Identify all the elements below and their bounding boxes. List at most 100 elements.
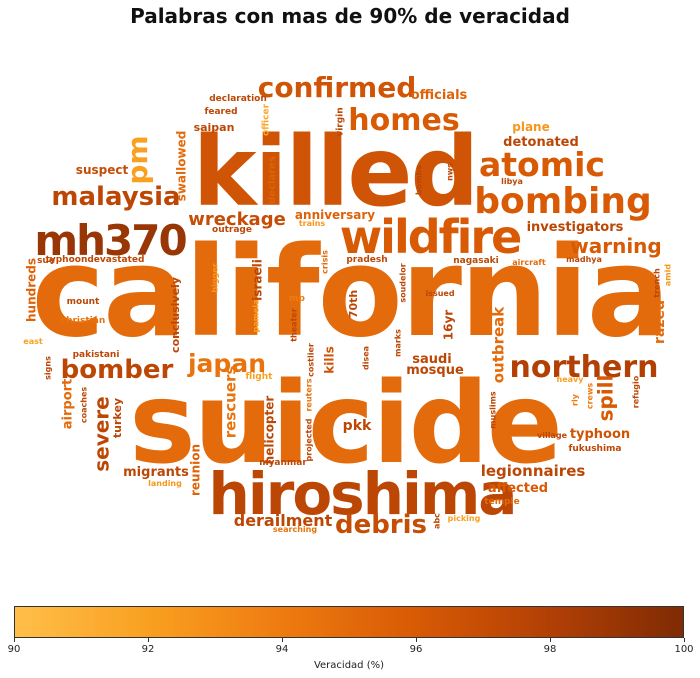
colorbar-tick-label: 92 xyxy=(141,644,155,655)
word-saudi: saudi xyxy=(412,352,452,367)
word-typhoon: typhoon xyxy=(570,427,630,442)
colorbar-tick-label: 98 xyxy=(543,644,557,655)
word-warning: warning xyxy=(570,234,661,258)
word-searching: searching xyxy=(273,525,317,534)
word-razed: razed xyxy=(652,300,668,344)
word-pakistani: pakistani xyxy=(73,350,120,360)
word-myanmar: myanmar xyxy=(259,458,307,468)
colorbar-tick-label: 94 xyxy=(275,644,289,655)
word-trench: trench xyxy=(653,268,662,298)
word-california: california xyxy=(32,221,669,365)
word-derailment: derailment xyxy=(234,511,333,530)
word-japan: japan xyxy=(187,349,266,378)
word-malaysia: malaysia xyxy=(51,182,180,212)
word-hundreds: hundreds xyxy=(25,258,39,322)
word-crews: crews xyxy=(586,383,595,410)
colorbar-tick-label: 90 xyxy=(7,644,21,655)
word-israeli: israeli xyxy=(251,259,265,301)
word-suspect: suspect xyxy=(76,163,129,177)
word-suicide: suicide xyxy=(129,359,561,489)
word-virgin: virgin xyxy=(336,107,346,136)
word-typhoondevastated: typhoondevastated xyxy=(46,255,145,265)
word-airport: airport xyxy=(61,379,76,430)
word-kills: kills xyxy=(323,346,337,373)
colorbar-tick-label: 100 xyxy=(674,644,694,655)
word-officials: officials xyxy=(411,88,468,103)
word-debris: debris xyxy=(335,510,427,540)
word-legionnaires: legionnaires xyxy=(481,462,586,480)
word-refugio: refugio xyxy=(632,375,641,408)
word-signs: signs xyxy=(44,356,53,380)
word-fukushima: fukushima xyxy=(568,444,621,454)
word-bombs: bombs xyxy=(415,165,424,195)
word-amid: amid xyxy=(664,264,673,286)
word-plane: plane xyxy=(512,120,549,134)
word-homes: homes xyxy=(348,103,459,138)
word-pradesh: pradesh xyxy=(346,255,387,265)
word-atomic: atomic xyxy=(479,145,605,184)
word-pamela: pamela xyxy=(252,299,261,332)
word-severe: severe xyxy=(90,396,114,472)
word-wildfire: wildfire xyxy=(340,210,521,264)
word-pm: pm xyxy=(121,135,154,184)
word-wreckage: wreckage xyxy=(188,209,286,230)
word-landing: landing xyxy=(148,479,182,488)
word-spill: spill xyxy=(594,375,618,422)
word-marks: marks xyxy=(394,329,403,357)
word-killed: killed xyxy=(193,116,477,228)
word-mh370: mh370 xyxy=(34,216,186,265)
word-hiroshima: hiroshima xyxy=(209,460,516,528)
word-conclusively: conclusively xyxy=(169,277,182,353)
word-theater: theater xyxy=(290,308,299,342)
word-16yr: 16yr xyxy=(442,310,456,341)
word-affected: affected xyxy=(488,481,548,496)
word-abc: abc xyxy=(433,513,442,529)
word-crisis: crisis xyxy=(321,250,330,274)
word-soudelor: soudelor xyxy=(399,263,408,302)
word-detonated: detonated xyxy=(503,135,579,150)
word-nws: nws xyxy=(446,163,455,181)
word-outbreak: outbreak xyxy=(490,306,508,384)
word-helicopter: helicopter xyxy=(263,396,277,465)
word-madhya: madhya xyxy=(566,255,602,264)
word-trains: trains xyxy=(299,219,326,228)
word-flight: flight xyxy=(246,372,274,382)
word-mosque: mosque xyxy=(406,363,464,378)
word-temple: temple xyxy=(484,497,519,507)
word-issued: issued xyxy=(425,289,454,298)
word-northern: northern xyxy=(510,350,659,385)
colorbar-ticks: 90 92 94 96 98 100 xyxy=(8,638,694,658)
word-christian: christian xyxy=(61,316,106,326)
word-turkey: turkey xyxy=(111,398,124,438)
word-pkk: pkk xyxy=(343,418,372,434)
word-libya: libya xyxy=(501,177,523,186)
colorbar xyxy=(14,606,684,638)
word-projected: projected xyxy=(305,418,314,461)
word-declaration: declaration xyxy=(209,94,267,104)
word-reuters: reuters xyxy=(305,378,314,411)
word-migrants: migrants xyxy=(123,465,189,480)
word-disea: disea xyxy=(362,346,371,370)
word-heavy: heavy xyxy=(557,375,585,384)
word-saipan: saipan xyxy=(194,121,235,134)
word-sue: sue xyxy=(37,256,55,266)
word-mount: mount xyxy=(67,297,100,307)
word-coaches: coaches xyxy=(80,387,89,424)
word-officer: officer xyxy=(262,103,272,136)
word-east: east xyxy=(23,337,43,346)
word-investigators: investigators xyxy=(527,220,624,235)
word-village: village xyxy=(537,431,568,440)
word-mp: mp xyxy=(289,294,305,304)
word-costlier: costlier xyxy=(307,343,316,377)
word-outrage: outrage xyxy=(212,225,252,235)
word-aircraft: aircraft xyxy=(512,258,546,267)
word-rly: rly xyxy=(571,393,580,406)
colorbar-tick-label: 96 xyxy=(409,644,423,655)
word-reunion: reunion xyxy=(189,444,203,496)
word-anniversary: anniversary xyxy=(295,208,375,222)
word-70th: 70th xyxy=(347,290,360,318)
word-nagasaki: nagasaki xyxy=(453,256,499,266)
word-rescuers: rescuers xyxy=(222,366,240,439)
word-picking: picking xyxy=(448,514,481,523)
